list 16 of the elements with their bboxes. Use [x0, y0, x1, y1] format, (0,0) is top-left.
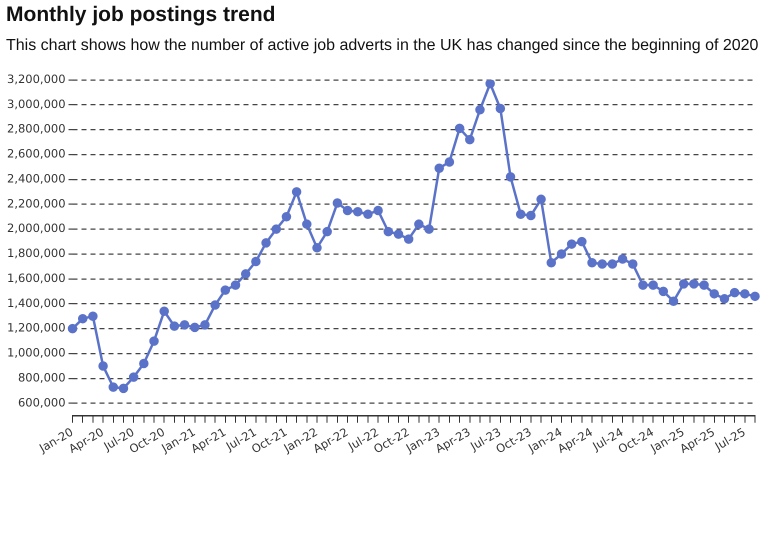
- y-tick-label: 1,400,000: [6, 296, 66, 310]
- y-tick-label: 1,000,000: [6, 346, 66, 360]
- y-tick-label: 1,200,000: [6, 320, 66, 335]
- y-tick-label: 2,600,000: [6, 146, 66, 161]
- chart-subtitle: This chart shows how the number of active job adverts in the UK has changed since the beginning of 2020: [6, 37, 758, 55]
- y-tick-label: 1,600,000: [6, 270, 66, 285]
- y-tick-label: 2,000,000: [6, 221, 66, 236]
- y-tick-label: 600,000: [18, 395, 66, 410]
- y-tick-label: 3,000,000: [6, 96, 66, 111]
- y-tick-label: 2,800,000: [6, 122, 66, 136]
- y-tick-label: 2,200,000: [6, 196, 66, 210]
- y-tick-label: 2,400,000: [6, 171, 66, 186]
- y-tick-label: 800,000: [18, 370, 66, 384]
- chart-title: Monthly job postings trend: [6, 3, 276, 27]
- y-tick-label: 3,200,000: [6, 72, 66, 86]
- y-tick-label: 1,800,000: [6, 246, 66, 260]
